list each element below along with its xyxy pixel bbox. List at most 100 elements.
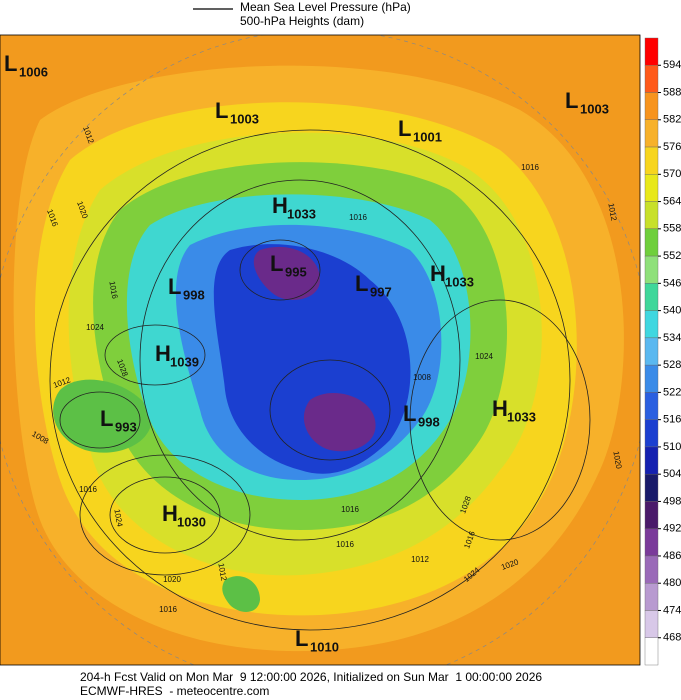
isobar-label: 1020	[611, 450, 623, 470]
footer-line: 204-h Fcst Valid on Mon Mar 9 12:00:00 2…	[80, 670, 542, 684]
colorbar-tick-label: 546	[663, 277, 681, 289]
center-symbol: L	[295, 626, 308, 651]
colorbar-tick-label: 498	[663, 495, 681, 507]
colorbar-tick-label: 540	[663, 305, 681, 317]
center-symbol: L	[355, 271, 368, 296]
center-symbol: H	[492, 396, 508, 421]
footer-line: ECMWF-HRES - meteocentre.com	[80, 684, 269, 698]
colorbar: 594 588 582 576 570 564 558 552 546 540 534 528 522 5…	[644, 37, 681, 666]
colorbar-tick-label: 468	[663, 632, 681, 644]
isobar	[49, 129, 571, 631]
isobar	[139, 179, 461, 541]
center-symbol: L	[398, 116, 411, 141]
colorbar-swatch	[644, 65, 659, 93]
zone-492	[253, 246, 320, 300]
colorbar-tick-label: 480	[663, 577, 681, 589]
isobar-label: 1024	[475, 352, 493, 361]
center-pressure: 1033	[445, 274, 474, 289]
colorbar-tick-label: 522	[663, 386, 681, 398]
colorbar-tick-label: 504	[663, 468, 681, 480]
colorbar-tick-label: 528	[663, 359, 681, 371]
colorbar-swatch	[644, 337, 659, 366]
center-pressure: 1001	[413, 129, 442, 144]
isobar-label: 1024	[86, 323, 104, 332]
colorbar-swatch	[644, 528, 659, 557]
center-symbol: L	[168, 274, 181, 299]
isobar	[104, 324, 206, 386]
center-pressure: 997	[370, 284, 392, 299]
isobar-label: 1016	[349, 213, 367, 222]
isobar-label: 1016	[336, 540, 354, 549]
center-symbol: H	[272, 193, 288, 218]
colorbar-tick-label: 588	[663, 86, 681, 98]
colorbar-tick-label: 564	[663, 195, 681, 207]
center-pressure: 993	[115, 419, 137, 434]
center-pressure: 1003	[230, 111, 259, 126]
colorbar-swatch	[644, 310, 659, 339]
isobar-label: 1012	[216, 562, 228, 582]
zone-low	[222, 576, 260, 612]
center-pressure: 1030	[177, 514, 206, 529]
center-pressure: 1006	[19, 64, 48, 79]
colorbar-swatch	[644, 37, 659, 66]
isobar-label: 1016	[159, 605, 177, 614]
colorbar-tick-label: 492	[663, 523, 681, 535]
isobar-label: 1024	[112, 508, 124, 528]
legend-label: 500-hPa Heights (dam)	[240, 14, 364, 28]
isobar-label: 1008	[413, 373, 431, 382]
isobar-label: 1012	[606, 202, 618, 222]
isobar-label: 1016	[521, 163, 539, 172]
colorbar-swatch	[644, 364, 659, 393]
zone-low	[53, 379, 152, 453]
colorbar-swatch	[644, 283, 659, 311]
colorbar-tick-label: 486	[663, 550, 681, 562]
center-pressure: 1033	[287, 206, 316, 221]
legend-label: Mean Sea Level Pressure (hPa)	[240, 0, 411, 14]
colorbar-swatch	[644, 555, 659, 584]
colorbar-swatch	[644, 610, 659, 638]
center-pressure: 998	[183, 287, 205, 302]
center-pressure: 1039	[170, 354, 199, 369]
center-symbol: H	[162, 501, 178, 526]
isobar	[59, 391, 141, 449]
isobar	[409, 299, 591, 541]
center-symbol: L	[403, 401, 416, 426]
colorbar-tick-label: 576	[663, 141, 681, 153]
colorbar-tick-label: 474	[663, 604, 681, 616]
isobar-label: 1016	[107, 280, 119, 300]
center-pressure: 995	[285, 264, 307, 279]
colorbar-tick-label: 516	[663, 414, 681, 426]
colorbar-tick-label: 534	[663, 332, 681, 344]
center-symbol: H	[155, 341, 171, 366]
isobar	[109, 476, 221, 554]
map-frame	[0, 34, 641, 666]
colorbar-swatch	[644, 637, 659, 666]
center-pressure: 998	[418, 414, 440, 429]
colorbar-tick-label: 594	[663, 59, 681, 71]
colorbar-swatch	[644, 419, 659, 448]
colorbar-swatch	[644, 92, 659, 120]
colorbar-swatch	[644, 473, 659, 502]
isobar	[79, 454, 251, 576]
colorbar-swatch	[644, 501, 659, 529]
colorbar-tick-label: 558	[663, 223, 681, 235]
center-symbol: H	[430, 261, 446, 286]
colorbar-swatch	[644, 228, 659, 257]
colorbar-tick-label: 582	[663, 114, 681, 126]
center-symbol: L	[100, 406, 113, 431]
center-symbol: L	[215, 98, 228, 123]
isobar-label: 1016	[79, 485, 97, 494]
isobar-label: 1016	[341, 505, 359, 514]
isobar-label: 1012	[411, 555, 429, 564]
colorbar-swatch	[644, 446, 659, 475]
colorbar-tick-label: 570	[663, 168, 681, 180]
isobar-label: 1020	[163, 575, 181, 584]
center-pressure: 1003	[580, 101, 609, 116]
colorbar-swatch	[644, 174, 659, 202]
colorbar-swatch	[644, 201, 659, 230]
center-pressure: 1010	[310, 639, 339, 654]
colorbar-tick-label: 552	[663, 250, 681, 262]
colorbar-swatch	[644, 146, 659, 175]
